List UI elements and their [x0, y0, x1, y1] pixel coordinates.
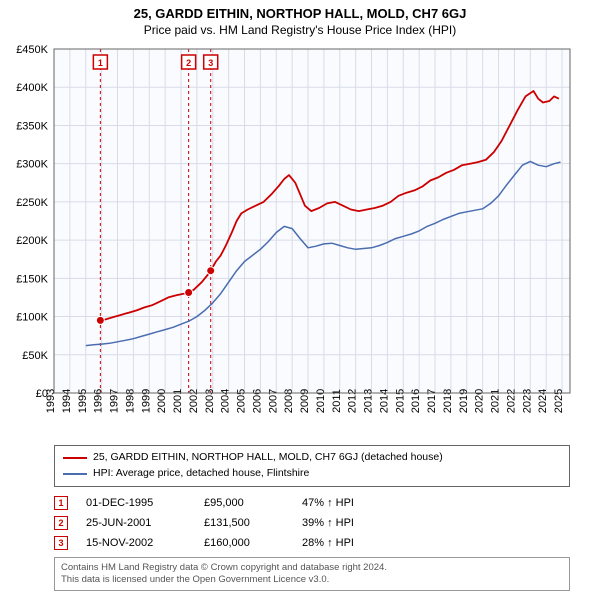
legend: 25, GARDD EITHIN, NORTHOP HALL, MOLD, CH…	[54, 445, 570, 487]
svg-text:1994: 1994	[61, 389, 73, 413]
svg-text:£50K: £50K	[22, 350, 48, 362]
chart-area: £0£50K£100K£150K£200K£250K£300K£350K£400…	[0, 41, 600, 439]
svg-text:£100K: £100K	[16, 312, 48, 324]
sale-date: 25-JUN-2001	[86, 517, 186, 529]
svg-text:1993: 1993	[45, 389, 57, 413]
sale-price: £160,000	[204, 537, 284, 549]
svg-text:2015: 2015	[394, 389, 406, 413]
svg-text:2: 2	[186, 58, 191, 68]
svg-text:2001: 2001	[172, 389, 184, 413]
svg-text:£200K: £200K	[16, 235, 48, 247]
svg-text:2019: 2019	[458, 389, 470, 413]
svg-text:2025: 2025	[553, 389, 565, 413]
sale-hpi-delta: 39% ↑ HPI	[302, 517, 392, 529]
sale-hpi-delta: 28% ↑ HPI	[302, 537, 392, 549]
chart-subtitle: Price paid vs. HM Land Registry's House …	[0, 21, 600, 41]
svg-text:2023: 2023	[521, 389, 533, 413]
sale-date: 01-DEC-1995	[86, 497, 186, 509]
svg-text:1: 1	[98, 58, 103, 68]
legend-label: HPI: Average price, detached house, Flin…	[93, 466, 309, 482]
svg-text:2007: 2007	[267, 389, 279, 413]
svg-text:2002: 2002	[188, 389, 200, 413]
sales-table: 1 01-DEC-1995 £95,000 47% ↑ HPI 2 25-JUN-2001…	[54, 493, 570, 553]
svg-text:2016: 2016	[410, 389, 422, 413]
sale-row: 3 15-NOV-2002 £160,000 28% ↑ HPI	[54, 533, 570, 553]
sale-marker-icon: 3	[54, 536, 68, 550]
svg-text:2018: 2018	[442, 389, 454, 413]
sale-date: 15-NOV-2002	[86, 537, 186, 549]
svg-text:£400K: £400K	[16, 82, 48, 94]
legend-item: HPI: Average price, detached house, Flin…	[63, 466, 561, 482]
svg-text:2021: 2021	[490, 389, 502, 413]
svg-text:2022: 2022	[505, 389, 517, 413]
price-chart-svg: £0£50K£100K£150K£200K£250K£300K£350K£400…	[0, 41, 600, 439]
svg-text:1999: 1999	[140, 389, 152, 413]
svg-text:2013: 2013	[363, 389, 375, 413]
svg-text:2010: 2010	[315, 389, 327, 413]
svg-text:2009: 2009	[299, 389, 311, 413]
svg-text:3: 3	[208, 58, 213, 68]
svg-text:2014: 2014	[378, 389, 390, 413]
svg-text:£350K: £350K	[16, 120, 48, 132]
svg-text:£450K: £450K	[16, 44, 48, 56]
sale-hpi-delta: 47% ↑ HPI	[302, 497, 392, 509]
svg-text:2003: 2003	[204, 389, 216, 413]
chart-title: 25, GARDD EITHIN, NORTHOP HALL, MOLD, CH…	[0, 0, 600, 21]
svg-text:2005: 2005	[236, 389, 248, 413]
svg-text:2020: 2020	[474, 389, 486, 413]
svg-text:2017: 2017	[426, 389, 438, 413]
footer-line: Contains HM Land Registry data © Crown c…	[61, 562, 563, 574]
svg-text:2012: 2012	[347, 389, 359, 413]
sale-row: 1 01-DEC-1995 £95,000 47% ↑ HPI	[54, 493, 570, 513]
svg-text:£250K: £250K	[16, 197, 48, 209]
legend-color-swatch	[63, 457, 87, 459]
sale-price: £131,500	[204, 517, 284, 529]
svg-text:1998: 1998	[124, 389, 136, 413]
svg-text:1997: 1997	[109, 389, 121, 413]
svg-text:£150K: £150K	[16, 273, 48, 285]
svg-text:1995: 1995	[77, 389, 89, 413]
sale-row: 2 25-JUN-2001 £131,500 39% ↑ HPI	[54, 513, 570, 533]
legend-item: 25, GARDD EITHIN, NORTHOP HALL, MOLD, CH…	[63, 450, 561, 466]
svg-text:2008: 2008	[283, 389, 295, 413]
svg-text:2024: 2024	[537, 389, 549, 413]
sale-marker-icon: 1	[54, 496, 68, 510]
attribution-footer: Contains HM Land Registry data © Crown c…	[54, 557, 570, 591]
svg-text:2000: 2000	[156, 389, 168, 413]
svg-text:2004: 2004	[220, 389, 232, 413]
legend-color-swatch	[63, 473, 87, 475]
sale-price: £95,000	[204, 497, 284, 509]
svg-text:1996: 1996	[93, 389, 105, 413]
legend-label: 25, GARDD EITHIN, NORTHOP HALL, MOLD, CH…	[93, 450, 443, 466]
footer-line: This data is licensed under the Open Gov…	[61, 574, 563, 586]
sale-marker-icon: 2	[54, 516, 68, 530]
svg-text:2006: 2006	[251, 389, 263, 413]
svg-text:£300K: £300K	[16, 159, 48, 171]
